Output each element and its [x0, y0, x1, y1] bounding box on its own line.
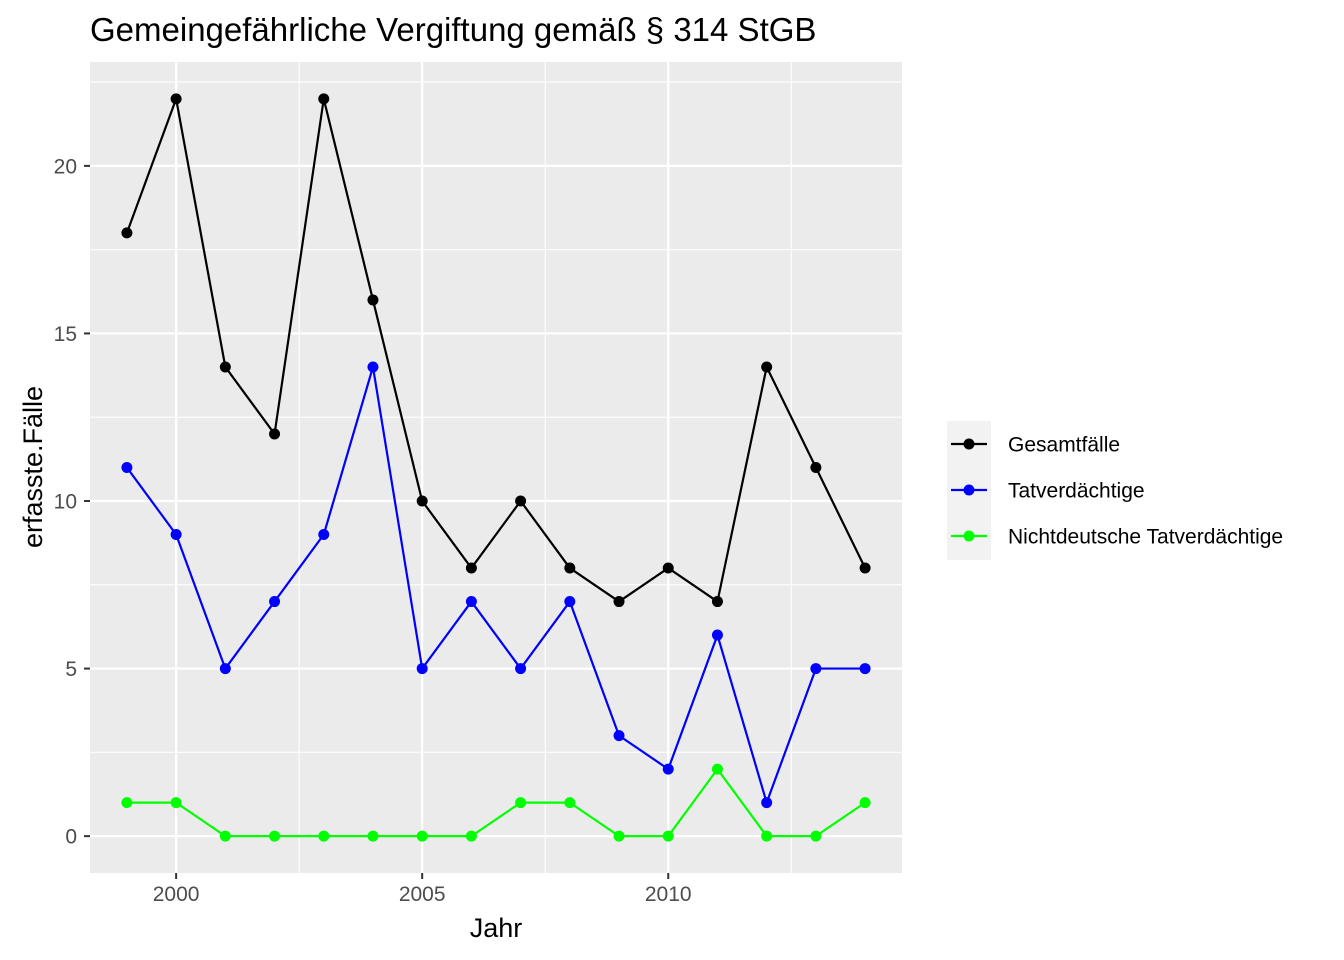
data-point	[170, 93, 182, 105]
y-tick-label: 15	[54, 323, 77, 346]
chart-title: Gemeingefährliche Vergiftung gemäß § 314…	[90, 11, 816, 48]
data-point	[810, 663, 822, 675]
data-point	[564, 596, 576, 608]
data-point	[613, 730, 625, 742]
data-point	[219, 830, 231, 842]
series-line	[125, 97, 867, 603]
data-point	[859, 562, 871, 574]
data-point	[564, 562, 576, 574]
data-point	[711, 629, 723, 641]
legend: Gesamtfälle Tatverdächtige Nichtdeutsche T…	[947, 421, 1283, 560]
data-point	[465, 596, 477, 608]
grid-lines	[90, 62, 902, 873]
y-tick-label: 0	[65, 826, 77, 849]
y-axis: 0 5 10 15 20	[54, 155, 90, 849]
data-point	[367, 361, 379, 373]
data-point	[810, 462, 822, 473]
data-point	[367, 294, 379, 306]
data-point	[219, 663, 231, 675]
data-point	[613, 830, 625, 842]
data-point	[515, 663, 527, 675]
data-point	[269, 830, 281, 842]
data-point	[219, 361, 231, 373]
data-point	[318, 93, 330, 105]
x-tick-label: 2005	[399, 883, 446, 906]
data-point	[859, 797, 871, 809]
plot-panel	[90, 62, 902, 873]
legend-key-point	[963, 484, 975, 496]
data-point	[662, 830, 674, 842]
data-point	[662, 763, 674, 775]
series-1	[121, 93, 871, 608]
data-point	[810, 830, 822, 842]
data-point	[318, 830, 330, 842]
data-point	[515, 495, 527, 507]
data-point	[318, 529, 330, 541]
data-point	[121, 797, 133, 809]
data-point	[515, 797, 527, 809]
series-2	[121, 361, 871, 809]
series-line	[126, 768, 866, 838]
x-tick-label: 2010	[645, 883, 692, 906]
y-tick-label: 5	[65, 658, 77, 681]
legend-item: Nichtdeutsche Tatverdächtige	[951, 526, 1283, 549]
x-axis-title: Jahr	[470, 913, 523, 943]
y-axis-title: erfasste.Fälle	[18, 386, 48, 548]
data-point	[761, 830, 773, 842]
x-axis: 2000 2005 2010	[153, 873, 692, 906]
data-point	[564, 797, 576, 809]
legend-label: Tatverdächtige	[1008, 480, 1145, 503]
data-point	[170, 529, 182, 541]
data-point	[711, 596, 723, 608]
data-point	[416, 495, 428, 507]
data-point	[711, 763, 723, 775]
data-point	[859, 663, 871, 675]
data-point	[465, 562, 477, 574]
legend-label: Gesamtfälle	[1008, 434, 1120, 457]
data-point	[121, 227, 133, 239]
legend-key-point	[963, 530, 975, 542]
data-point	[269, 596, 281, 608]
legend-key-point	[963, 438, 975, 450]
legend-item: Tatverdächtige	[951, 480, 1145, 503]
data-point	[269, 428, 281, 440]
data-point	[367, 830, 379, 842]
series-layer	[121, 93, 871, 842]
legend-item: Gesamtfälle	[951, 434, 1120, 457]
data-point	[662, 562, 674, 574]
y-tick-label: 10	[54, 491, 77, 514]
data-point	[613, 596, 625, 608]
data-point	[761, 361, 773, 373]
data-point	[416, 830, 428, 842]
data-point	[121, 462, 133, 473]
data-point	[761, 797, 773, 809]
data-point	[465, 830, 477, 842]
data-point	[170, 797, 182, 809]
series-line	[126, 365, 866, 804]
legend-label: Nichtdeutsche Tatverdächtige	[1008, 526, 1283, 549]
y-tick-label: 20	[54, 155, 77, 178]
series-3	[121, 763, 871, 842]
data-point	[416, 663, 428, 675]
x-tick-label: 2000	[153, 883, 200, 906]
